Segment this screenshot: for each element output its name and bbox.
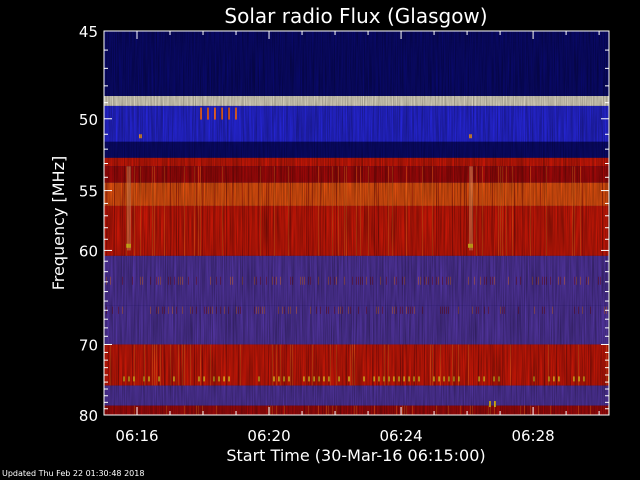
x-axis: 06:16 06:20 06:24 06:28: [115, 31, 600, 445]
y-tick-label: 70: [79, 336, 98, 354]
y-tick-label: 60: [79, 242, 98, 260]
plot-area: [104, 31, 609, 415]
plot-frame: [103, 30, 610, 416]
x-tick-label: 06:20: [247, 427, 290, 445]
y-tick-label: 55: [79, 183, 98, 201]
y-axis: 45 50 55 60 70 80: [79, 23, 609, 425]
y-tick-label: 45: [79, 23, 98, 41]
x-tick-label: 06:28: [511, 427, 554, 445]
y-tick-label: 50: [79, 111, 98, 129]
noise-overlay: [104, 31, 609, 415]
x-tick-label: 06:16: [115, 427, 158, 445]
x-axis-label: Start Time (30-Mar-16 06:15:00): [226, 446, 485, 465]
y-axis-label: Frequency [MHz]: [49, 156, 68, 290]
updated-timestamp: Updated Thu Feb 22 01:30:48 2018: [2, 469, 145, 478]
x-tick-label: 06:24: [379, 427, 422, 445]
chart-title: Solar radio Flux (Glasgow): [224, 4, 487, 28]
y-tick-label: 80: [79, 407, 98, 425]
